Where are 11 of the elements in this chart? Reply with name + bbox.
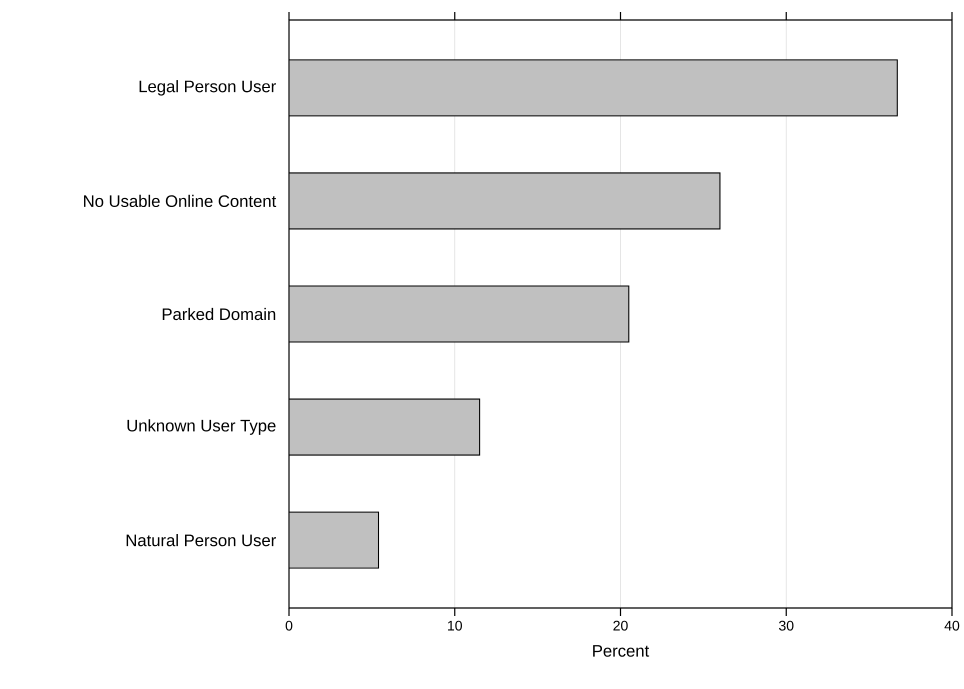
x-tick-label: 20	[613, 620, 628, 631]
x-axis-title: Percent	[593, 645, 650, 657]
y-tick-label: Legal Person User	[140, 80, 276, 96]
x-tick-label: 10	[448, 620, 462, 631]
y-tick-label: No Usable Online Content	[84, 194, 276, 208]
y-tick-label: Parked Domain	[162, 308, 276, 320]
y-tick-label: Unknown User Type	[128, 419, 276, 435]
x-tick-label: 30	[778, 620, 794, 631]
x-tick-label: 0	[286, 620, 292, 631]
x-tick-label: 40	[944, 620, 960, 631]
y-tick-label: Natural Person User	[126, 534, 276, 546]
